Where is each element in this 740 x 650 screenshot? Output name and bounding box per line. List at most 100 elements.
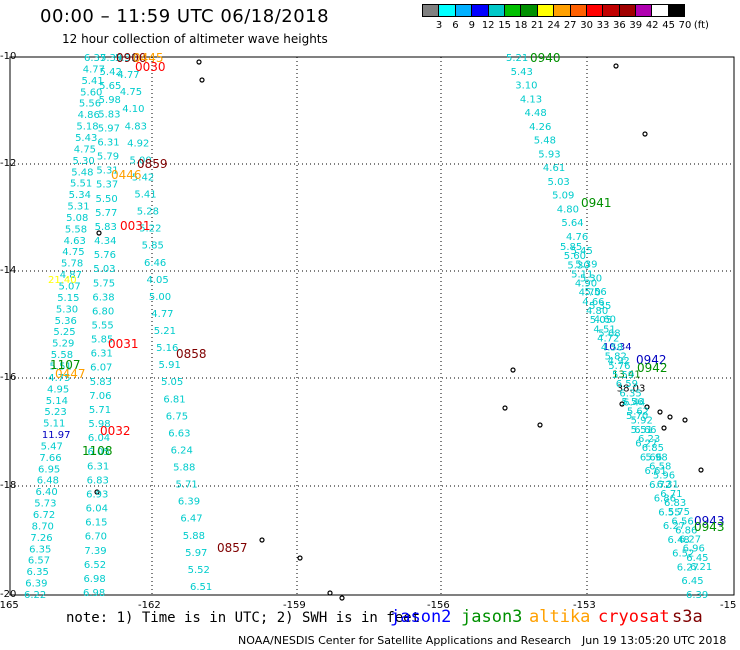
wave-height-value: 6.57 <box>28 556 50 567</box>
latitude-label: -20 <box>0 589 17 600</box>
wave-height-value: 5.56 <box>584 287 606 298</box>
wave-height-value: 6.85 <box>642 443 664 454</box>
wave-height-value: 6.22 <box>24 590 46 601</box>
wave-height-value: 5.83 <box>90 377 112 388</box>
wave-height-value: 5.85 <box>142 241 164 252</box>
wave-height-value: 4.58 <box>601 343 623 354</box>
wave-height-value: 5.98 <box>88 419 110 430</box>
wave-height-value: 5.98 <box>99 95 121 106</box>
wave-height-value: 6.48 <box>37 476 59 487</box>
island-marker <box>661 425 667 431</box>
wave-height-value: 6.83 <box>87 475 109 486</box>
color-scale-label: 15 <box>498 20 511 31</box>
color-scale-label: 3 <box>435 20 443 31</box>
wave-height-value: 5.42 <box>132 172 154 183</box>
wave-height-value: 6.35 <box>619 388 641 399</box>
color-swatch <box>667 4 686 17</box>
wave-height-value: 5.03 <box>93 264 115 275</box>
wave-height-value: 6.31 <box>87 461 109 472</box>
wave-height-value: 5.39 <box>575 260 597 271</box>
wave-height-value: 4.90 <box>575 279 597 290</box>
color-scale-label: 42 <box>645 20 659 31</box>
longitude-label: -165 <box>0 600 19 611</box>
wave-height-value: 5.41 <box>81 76 103 87</box>
wave-height-value: 4.80 <box>586 306 608 317</box>
wave-height-value: 5.73 <box>34 499 56 510</box>
wave-height-value: 6.35 <box>29 544 51 555</box>
wave-height-value: 5.35 <box>589 301 611 312</box>
wave-height-value: 5.85 <box>91 335 113 346</box>
island-marker <box>94 489 100 495</box>
wave-height-value: 5.28 <box>137 207 159 218</box>
wave-height-value: 5.88 <box>173 463 195 474</box>
latitude-label: -12 <box>0 158 17 169</box>
wave-height-value: 6.37 <box>84 53 106 64</box>
wave-height-value: 6.56 <box>671 516 693 527</box>
wave-height-value: 5.30 <box>73 156 95 167</box>
legend-jason3: jason3 <box>461 607 523 627</box>
wave-height-value: 4.77 <box>83 64 105 75</box>
island-marker <box>199 77 205 83</box>
wave-height-value: 6.31 <box>97 137 119 148</box>
wave-height-value: 5.70 <box>626 411 648 422</box>
color-scale-label: 9 <box>468 20 475 31</box>
color-scale-label: 39 <box>629 20 643 31</box>
wave-height-value: 6.80 <box>92 306 114 317</box>
wave-height-value: 6.35 <box>27 567 49 578</box>
island-marker <box>667 414 673 420</box>
wave-height-value: 5.29 <box>52 339 74 350</box>
color-scale-label: 33 <box>596 20 610 31</box>
wave-height-value: 6.24 <box>171 445 193 456</box>
wave-height-value: 10.34 <box>603 342 632 353</box>
wave-height-value: 6.71 <box>660 489 682 500</box>
pass-time-label: 0858 <box>176 347 207 361</box>
wave-height-value: 6.27 <box>679 535 701 546</box>
wave-height-value: 5.88 <box>183 531 205 542</box>
pass-time-label: 1108 <box>82 444 113 458</box>
color-scale-label: 6 <box>452 20 459 31</box>
pass-time-label: 0900 <box>116 51 147 65</box>
wave-height-value: 6.27 <box>635 439 657 450</box>
pass-time-label: 0031 <box>120 219 151 233</box>
longitude-label: -156 <box>427 600 450 611</box>
color-scale-label: 70 <box>678 20 692 31</box>
pass-time-label: 0943 <box>694 514 725 528</box>
island-marker <box>537 422 543 428</box>
wave-height-value: 4.75 <box>48 373 70 384</box>
wave-height-value: 6.27 <box>677 562 699 573</box>
wave-height-value: 8.70 <box>32 521 54 532</box>
wave-height-value: 5.05 <box>590 315 612 326</box>
wave-height-value: 5.75 <box>93 278 115 289</box>
island-marker <box>510 367 516 373</box>
wave-height-value: 6.72 <box>33 510 55 521</box>
wave-height-value: 5.97 <box>185 548 207 559</box>
wave-height-value: 5.00 <box>149 292 171 303</box>
wave-height-value: 6.63 <box>168 428 190 439</box>
wave-height-value: 4.10 <box>122 104 144 115</box>
wave-height-value: 4.92 <box>608 356 630 367</box>
wave-height-value: 4.76 <box>566 232 588 243</box>
wave-height-value: 5.71 <box>175 480 197 491</box>
wave-height-value: 5.42 <box>100 67 122 78</box>
wave-height-value: 4.72 <box>597 333 619 344</box>
wave-height-value: 4.75 <box>62 247 84 258</box>
wave-height-tracks: 6.374.775.415.605.564.865.185.434.755.30… <box>24 53 712 601</box>
color-scale-bar <box>422 4 686 17</box>
wave-height-value: 5.56 <box>621 397 643 408</box>
wave-height-value: 6.31 <box>657 480 679 491</box>
wave-height-value: 5.52 <box>188 565 210 576</box>
wave-height-value: 6.27 <box>663 521 685 532</box>
wave-height-value: 6.15 <box>85 518 107 529</box>
pass-time-label: 0857 <box>217 541 248 555</box>
pass-time-label: 0445 <box>133 51 164 65</box>
pass-time-label: 0447 <box>55 367 86 381</box>
wave-height-value: 5.97 <box>98 123 120 134</box>
wave-height-value: 5.22 <box>139 224 161 235</box>
wave-height-value: 5.51 <box>70 179 92 190</box>
wave-height-value: 6.98 <box>83 588 105 599</box>
wave-height-value: 6.21 <box>690 562 712 573</box>
wave-height-value: 6.86 <box>675 525 697 536</box>
wave-height-value: 5.43 <box>511 67 533 78</box>
wave-height-value: 5.30 <box>56 304 78 315</box>
